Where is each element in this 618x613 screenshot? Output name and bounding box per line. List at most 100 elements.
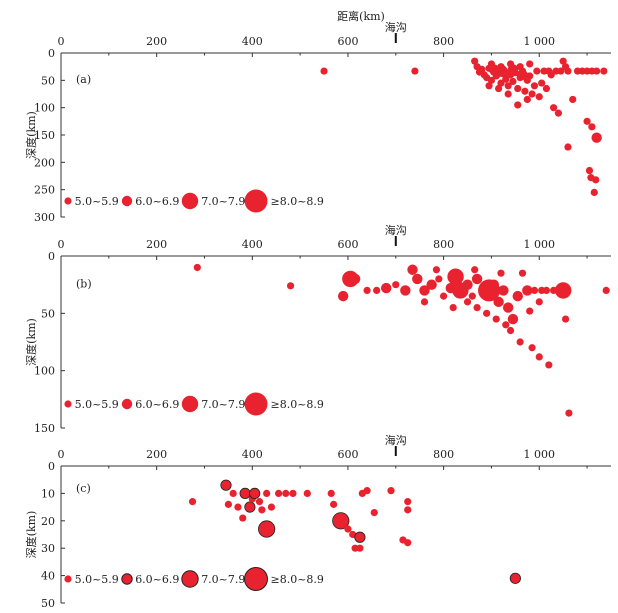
earthquake-point: [330, 500, 338, 508]
earthquake-point: [502, 321, 510, 329]
earthquake-point: [526, 72, 534, 80]
legend-label: 7.0~7.9: [201, 195, 245, 208]
earthquake-point: [286, 282, 295, 290]
legend-marker: [121, 573, 133, 585]
earthquake-point: [282, 489, 290, 497]
earthquake-point: [407, 264, 418, 275]
y-tick-label: 100: [34, 365, 55, 378]
y-tick-label: 30: [41, 542, 55, 555]
earthquake-point: [492, 315, 500, 323]
earthquake-point: [538, 79, 546, 87]
earthquake-point: [535, 353, 543, 361]
earthquake-point: [373, 286, 381, 294]
legend-label: 6.0~6.9: [135, 398, 179, 411]
earthquake-point: [267, 503, 276, 511]
y-tick-label: 0: [48, 460, 55, 473]
earthquake-point: [583, 117, 591, 125]
legend-marker: [64, 400, 72, 408]
earthquake-point: [488, 279, 500, 290]
x-tick-label: 600: [337, 238, 358, 251]
trench-label: 海沟: [385, 433, 407, 447]
earthquake-point: [559, 57, 567, 65]
earthquake-point: [569, 95, 577, 104]
earthquake-point: [239, 514, 247, 522]
panel-label: (c): [76, 482, 91, 495]
earthquake-point: [404, 498, 412, 506]
earthquake-point: [485, 82, 493, 90]
legend-marker: [181, 192, 199, 210]
earthquake-point: [473, 304, 481, 312]
legend-label: ≥8.0~8.9: [271, 398, 324, 411]
earthquake-point: [303, 489, 311, 497]
earthquake-point: [528, 90, 536, 98]
trench-label: 海沟: [385, 223, 407, 237]
earthquake-point: [400, 285, 411, 296]
legend-label: ≥8.0~8.9: [271, 573, 324, 586]
y-tick-label: 10: [41, 487, 55, 500]
earthquake-point: [509, 572, 521, 584]
earthquake-point: [498, 66, 509, 78]
earthquake-point: [392, 281, 400, 289]
earthquake-point: [275, 489, 283, 497]
earthquake-point: [504, 90, 512, 98]
earthquake-point: [449, 304, 457, 312]
earthquake-point: [327, 489, 335, 497]
earthquake-point: [354, 531, 366, 543]
y-axis-title: 深度(km): [24, 318, 38, 366]
panel-label: (a): [76, 73, 91, 86]
earthquake-point: [550, 104, 558, 112]
x-tick-label: 200: [146, 35, 167, 48]
legend-marker: [244, 567, 268, 591]
earthquake-point: [435, 275, 443, 283]
earthquake-point: [507, 64, 519, 75]
earthquake-point: [557, 67, 565, 75]
earthquake-point: [224, 500, 232, 508]
earthquake-point: [497, 269, 505, 277]
earthquake-point: [590, 188, 598, 196]
x-tick-label: 200: [146, 238, 167, 251]
earthquake-point: [332, 512, 350, 530]
earthquake-point: [381, 282, 392, 294]
earthquake-point: [258, 520, 276, 538]
x-tick-label: 200: [146, 448, 167, 461]
earthquake-point: [507, 313, 519, 325]
earthquake-point: [509, 77, 517, 86]
legend-marker: [181, 395, 199, 413]
earthquake-point: [535, 93, 543, 101]
legend-label: 6.0~6.9: [135, 573, 179, 586]
y-tick-label: 50: [41, 597, 55, 610]
earthquake-point: [547, 71, 555, 79]
x-tick-label: 600: [337, 448, 358, 461]
earthquake-point: [506, 326, 515, 335]
y-tick-label: 20: [41, 515, 55, 528]
earthquake-point: [349, 273, 361, 285]
earthquake-point: [420, 298, 429, 306]
earthquake-point: [516, 63, 524, 71]
earthquake-point: [528, 344, 536, 352]
earthquake-point: [488, 64, 500, 75]
panel-a: 0 200 400 600 800 1 000 0 50 100 150 200 250 300 海沟距离…: [24, 9, 611, 224]
y-tick-label: 200: [34, 156, 55, 169]
x-tick-label: 400: [242, 448, 263, 461]
earthquake-point: [387, 487, 395, 495]
earthquake-point: [426, 279, 437, 290]
earthquake-point: [220, 479, 232, 491]
x-tick-label: 400: [242, 238, 263, 251]
y-tick-label: 50: [41, 307, 55, 320]
earthquake-point: [289, 489, 297, 497]
earthquake-point: [193, 263, 201, 272]
x-tick-label: 600: [337, 35, 358, 48]
earthquake-point: [419, 285, 430, 296]
earthquake-point: [585, 166, 594, 175]
earthquake-point: [504, 82, 512, 90]
earthquake-point: [370, 508, 378, 517]
earthquake-point: [517, 69, 528, 81]
earthquake-point: [533, 67, 541, 75]
earthquake-point: [478, 65, 486, 73]
earthquake-point: [523, 95, 531, 104]
earthquake-point: [514, 101, 522, 109]
earthquake-point: [521, 87, 529, 95]
earthquake-point: [495, 84, 503, 93]
legend-marker: [181, 570, 199, 588]
